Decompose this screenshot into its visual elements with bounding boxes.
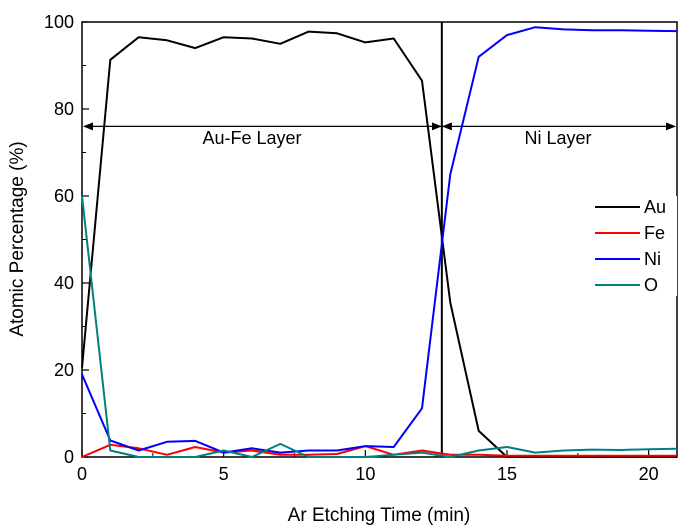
x-tick-label: 0 [77,464,87,484]
x-tick-label: 15 [497,464,517,484]
legend-label-au: Au [644,197,666,217]
x-tick-label: 5 [219,464,229,484]
layer-annotation: Ni Layer [524,128,591,148]
y-axis-title: Atomic Percentage (%) [7,141,28,336]
x-tick-label: 10 [355,464,375,484]
layer-markers: Au-Fe Layer Ni Layer [83,22,676,457]
series-line-ni [81,26,678,454]
legend-label-o: O [644,275,658,295]
legend-label-fe: Fe [644,223,665,243]
axis-ticks: 0 5 10 15 20 0 20 40 60 80 100 [44,12,659,484]
series-line-o [81,195,678,458]
x-axis-title: Ar Etching Time (min) [288,505,471,526]
legend-background [588,196,677,296]
y-tick-label: 40 [54,273,74,293]
y-tick-label: 20 [54,360,74,380]
y-tick-label: 100 [44,12,74,32]
legend-label-ni: Ni [644,249,661,269]
y-tick-label: 0 [64,447,74,467]
series-lines [81,26,678,458]
legend: Au Fe Ni O [588,196,677,296]
x-tick-label: 20 [639,464,659,484]
layer-annotation: Au-Fe Layer [202,128,301,148]
series-line-au [81,30,677,458]
series-line-fe [81,443,677,458]
plot-frame [81,21,678,458]
y-tick-label: 80 [54,99,74,119]
y-tick-label: 60 [54,186,74,206]
